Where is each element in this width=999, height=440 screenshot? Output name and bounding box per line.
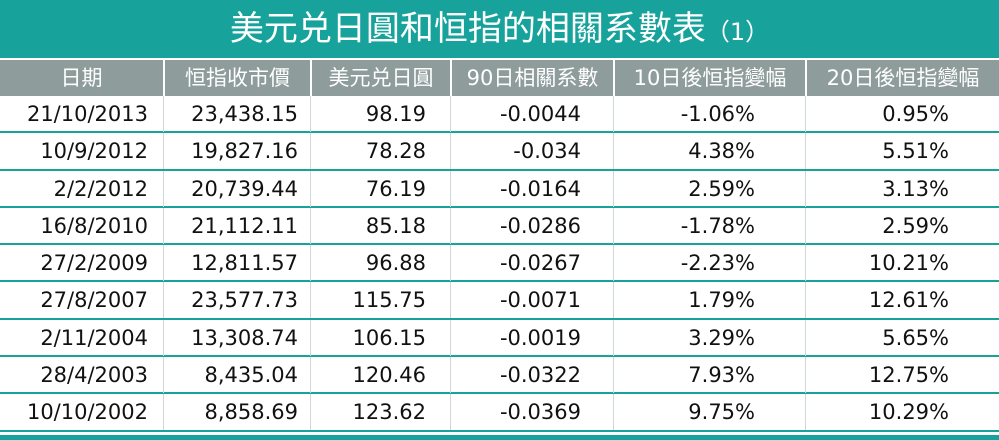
table-cell: 5.65% [805, 319, 999, 356]
table-cell: 4.38% [613, 133, 805, 170]
table-cell: -0.0369 [450, 394, 613, 431]
title-bar: 美元兑日圓和恒指的相關系數表（1） [0, 0, 999, 58]
table-cell: 2/2/2012 [53, 176, 148, 201]
table-cell: 123.62 [310, 394, 450, 431]
table-cell: 21,112.11 [163, 207, 310, 244]
table-cell: 3.29% [613, 319, 805, 356]
table-cell: -0.0267 [450, 245, 613, 282]
title: 美元兑日圓和恒指的相關系數表 [229, 9, 706, 49]
table-cell: 115.75 [310, 282, 450, 319]
table-cell: 12.61% [805, 282, 999, 319]
table-cell: -0.0071 [450, 282, 613, 319]
table-cell: 1.79% [613, 282, 805, 319]
table-cell: 5.51% [805, 133, 999, 170]
bottom-rule [0, 435, 999, 440]
table-cell: 16/8/2010 [40, 213, 148, 238]
table-cell: 120.46 [310, 357, 450, 394]
table-cell: 10.29% [805, 394, 999, 431]
table-cell: 78.28 [310, 133, 450, 170]
table-cell: -0.0286 [450, 207, 613, 244]
table-row: 2/11/2004 13,308.74 106.15 -0.0019 3.29% 5.65… [0, 319, 999, 358]
header-cell: 10日後恒指變幅 [613, 60, 805, 96]
table-cell: 10/10/2002 [26, 400, 148, 425]
table-cell: -2.23% [613, 245, 805, 282]
table-row: 27/2/2009 12,811.57 96.88 -0.0267 -2.23% 10.2… [0, 245, 999, 283]
table-cell: -1.06% [613, 96, 805, 132]
table-cell: 10/9/2012 [40, 139, 148, 164]
table-row: 28/4/2003 8,435.04 120.46 -0.0322 7.93% 12.75… [0, 357, 999, 395]
table-cell: 98.19 [310, 96, 450, 132]
table-cell: 2.59% [805, 207, 999, 244]
table-cell: -0.0044 [450, 96, 613, 132]
table-cell: -1.78% [613, 207, 805, 244]
table-cell: 21/10/2013 [26, 102, 148, 126]
table-cell: 85.18 [310, 207, 450, 244]
table-cell: 12,811.57 [163, 245, 310, 282]
table-cell: -0.034 [450, 133, 613, 170]
table-row: 10/9/2012 19,827.16 78.28 -0.034 4.38% 5.51% [0, 133, 999, 171]
table-row: 16/8/2010 21,112.11 85.18 -0.0286 -1.78% 2.59… [0, 207, 999, 246]
table-cell: 12.75% [805, 357, 999, 394]
table-cell: 9.75% [613, 394, 805, 431]
table-row: 27/8/2007 23,577.73 115.75 -0.0071 1.79% 12.6… [0, 282, 999, 320]
table-row: 10/10/2002 8,858.69 123.62 -0.0369 9.75% 10.2… [0, 394, 999, 432]
table-cell: 96.88 [310, 245, 450, 282]
table-cell: 13,308.74 [163, 319, 310, 356]
table: 日期 恒指收市價 美元兑日圓 90日相關系數 10日後恒指變幅 20日後恒指變幅 21/10… [0, 60, 999, 432]
header-cell: 90日相關系數 [450, 60, 613, 96]
header-cell: 恒指收市價 [163, 60, 310, 96]
table-cell: 3.13% [805, 170, 999, 207]
table-cell: 19,827.16 [163, 133, 310, 170]
table-cell: 0.95% [805, 96, 999, 132]
spacer [0, 58, 999, 60]
table-cell: -0.0164 [450, 170, 613, 207]
table-cell: 27/8/2007 [40, 288, 148, 313]
table-cell: 2.59% [613, 170, 805, 207]
title-index: （1） [705, 18, 770, 46]
table-cell: 76.19 [310, 170, 450, 207]
table-cell: 8,435.04 [163, 357, 310, 394]
table-cell: 8,858.69 [163, 394, 310, 431]
table-row: 21/10/2013 23,438.15 98.19 -0.0044 -1.06% 0.9… [0, 96, 999, 134]
table-cell: 23,577.73 [163, 282, 310, 319]
table-cell: -0.0322 [450, 357, 613, 394]
table-cell: -0.0019 [450, 319, 613, 356]
header-row: 日期 恒指收市價 美元兑日圓 90日相關系數 10日後恒指變幅 20日後恒指變幅 [0, 60, 999, 96]
header-cell: 美元兑日圓 [310, 60, 450, 96]
table-cell: 27/2/2009 [40, 251, 148, 276]
table-cell: 10.21% [805, 245, 999, 282]
table-row: 2/2/2012 20,739.44 76.19 -0.0164 2.59% 3.13% [0, 170, 999, 208]
table-cell: 20,739.44 [163, 170, 310, 207]
header-cell: 日期 [60, 66, 103, 90]
header-cell: 20日後恒指變幅 [805, 60, 999, 96]
table-cell: 7.93% [613, 357, 805, 394]
table-cell: 23,438.15 [163, 96, 310, 132]
table-cell: 2/11/2004 [40, 325, 148, 350]
table-cell: 28/4/2003 [40, 363, 148, 388]
table-cell: 106.15 [310, 319, 450, 356]
